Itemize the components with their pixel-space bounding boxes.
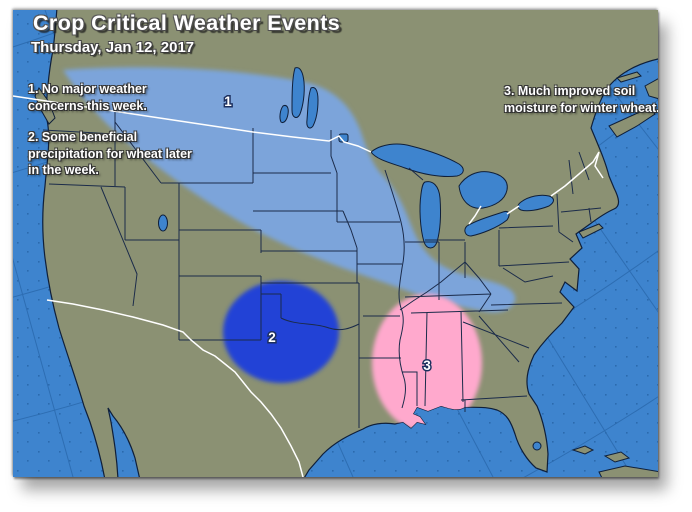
lake-erie xyxy=(464,211,510,237)
islands xyxy=(34,71,658,477)
region-3-label: 3 xyxy=(423,358,431,373)
us-canada-border-east xyxy=(468,151,604,225)
lake-superior xyxy=(370,143,464,177)
annotation-beneficial-precipitation: 2. Some beneficial precipitation for whe… xyxy=(28,130,192,178)
annotation-no-major-weather: 1. No major weather concerns this week. xyxy=(28,82,147,113)
state-borders xyxy=(42,104,602,428)
us-canada-border xyxy=(13,95,372,153)
great-salt-lake xyxy=(158,214,168,232)
cuba xyxy=(598,465,658,477)
bahamas-island xyxy=(603,451,631,463)
lake-michigan xyxy=(419,181,442,249)
lake-winnipeg xyxy=(291,67,305,118)
annotation-improved-soil-moisture: 3. Much improved soil moisture for winte… xyxy=(504,84,658,115)
region-2-label: 2 xyxy=(268,330,276,345)
weather-regions xyxy=(63,67,516,432)
nova-scotia xyxy=(608,107,656,138)
newfoundland xyxy=(644,78,658,100)
map-date: Thursday, Jan 12, 2017 xyxy=(31,39,195,56)
international-borders xyxy=(13,95,604,477)
long-island xyxy=(578,223,604,239)
bahamas-island xyxy=(571,445,595,455)
anticosti-island xyxy=(616,71,642,83)
us-weather-map: 1 2 3 xyxy=(13,10,658,477)
lake-ontario xyxy=(517,194,554,212)
region-1-label: 1 xyxy=(224,94,232,109)
lakes xyxy=(158,67,554,451)
lake-huron xyxy=(458,171,508,209)
lake-manitoba xyxy=(306,87,319,129)
lake-okeechobee xyxy=(532,441,542,451)
map-title: Crop Critical Weather Events xyxy=(33,11,341,35)
region-1-area xyxy=(63,67,516,313)
region-labels: 1 2 3 xyxy=(223,93,433,375)
region-3-area xyxy=(372,294,482,432)
us-mexico-border xyxy=(46,299,304,477)
small-lake xyxy=(279,105,289,123)
weather-map-image: 1 2 3 Crop Critical Weather Events Thurs… xyxy=(13,10,658,477)
region-2-area xyxy=(223,281,339,383)
